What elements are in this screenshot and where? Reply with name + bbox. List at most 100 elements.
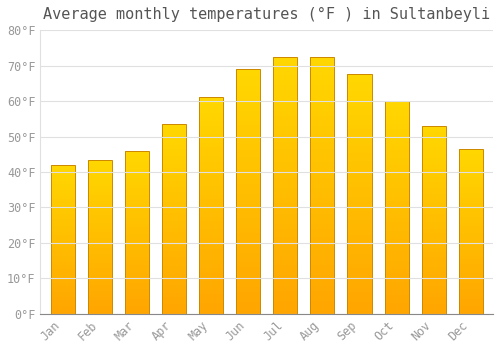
Bar [88, 271, 112, 272]
Bar [199, 262, 223, 264]
Bar [310, 306, 334, 309]
Bar [348, 101, 372, 103]
Bar [124, 298, 149, 299]
Bar [88, 295, 112, 297]
Bar [199, 312, 223, 314]
Bar [458, 190, 483, 192]
Bar [50, 190, 74, 192]
Bar [162, 236, 186, 238]
Bar [199, 156, 223, 158]
Bar [384, 269, 408, 271]
Bar [348, 197, 372, 199]
Bar [50, 298, 74, 299]
Bar [273, 301, 297, 303]
Bar [458, 169, 483, 170]
Bar [310, 209, 334, 211]
Bar [384, 169, 408, 171]
Bar [348, 189, 372, 192]
Bar [458, 172, 483, 174]
Bar [50, 205, 74, 206]
Bar [422, 133, 446, 135]
Bar [88, 299, 112, 300]
Bar [384, 239, 408, 241]
Bar [348, 223, 372, 225]
Bar [88, 224, 112, 226]
Bar [384, 226, 408, 229]
Bar [50, 245, 74, 247]
Bar [88, 190, 112, 192]
Bar [124, 154, 149, 156]
Bar [50, 257, 74, 259]
Bar [384, 180, 408, 182]
Bar [50, 228, 74, 229]
Bar [310, 278, 334, 280]
Bar [422, 282, 446, 284]
Bar [236, 130, 260, 133]
Bar [88, 237, 112, 238]
Bar [422, 184, 446, 186]
Bar [50, 248, 74, 250]
Bar [384, 107, 408, 110]
Bar [236, 140, 260, 142]
Bar [348, 77, 372, 79]
Bar [384, 178, 408, 180]
Bar [88, 294, 112, 295]
Bar [199, 219, 223, 221]
Bar [199, 190, 223, 193]
Bar [273, 62, 297, 64]
Bar [384, 125, 408, 127]
Bar [50, 278, 74, 280]
Bar [199, 121, 223, 124]
Bar [124, 253, 149, 255]
Bar [50, 206, 74, 208]
Bar [199, 271, 223, 273]
Bar [310, 283, 334, 286]
Bar [236, 245, 260, 248]
Bar [310, 180, 334, 183]
Bar [236, 214, 260, 216]
Bar [199, 173, 223, 175]
Bar [310, 221, 334, 224]
Bar [273, 216, 297, 219]
Bar [88, 243, 112, 244]
Bar [124, 151, 149, 314]
Bar [273, 234, 297, 237]
Bar [124, 182, 149, 183]
Bar [273, 183, 297, 185]
Bar [348, 297, 372, 300]
Bar [458, 200, 483, 202]
Bar [422, 210, 446, 212]
Bar [458, 160, 483, 162]
Bar [88, 186, 112, 187]
Bar [422, 209, 446, 210]
Bar [236, 216, 260, 218]
Bar [348, 86, 372, 89]
Bar [348, 194, 372, 197]
Bar [88, 206, 112, 208]
Bar [50, 305, 74, 307]
Bar [310, 288, 334, 291]
Bar [310, 293, 334, 296]
Bar [88, 215, 112, 217]
Bar [124, 252, 149, 253]
Bar [236, 184, 260, 187]
Bar [273, 80, 297, 82]
Bar [236, 253, 260, 255]
Bar [199, 115, 223, 117]
Bar [422, 269, 446, 271]
Bar [236, 275, 260, 277]
Bar [88, 197, 112, 198]
Bar [348, 180, 372, 182]
Bar [422, 160, 446, 162]
Bar [384, 290, 408, 293]
Bar [384, 110, 408, 112]
Bar [124, 242, 149, 244]
Bar [199, 264, 223, 266]
Bar [162, 211, 186, 213]
Bar [348, 161, 372, 163]
Bar [162, 272, 186, 274]
Bar [273, 185, 297, 188]
Bar [310, 203, 334, 206]
Bar [50, 247, 74, 248]
Bar [273, 265, 297, 268]
